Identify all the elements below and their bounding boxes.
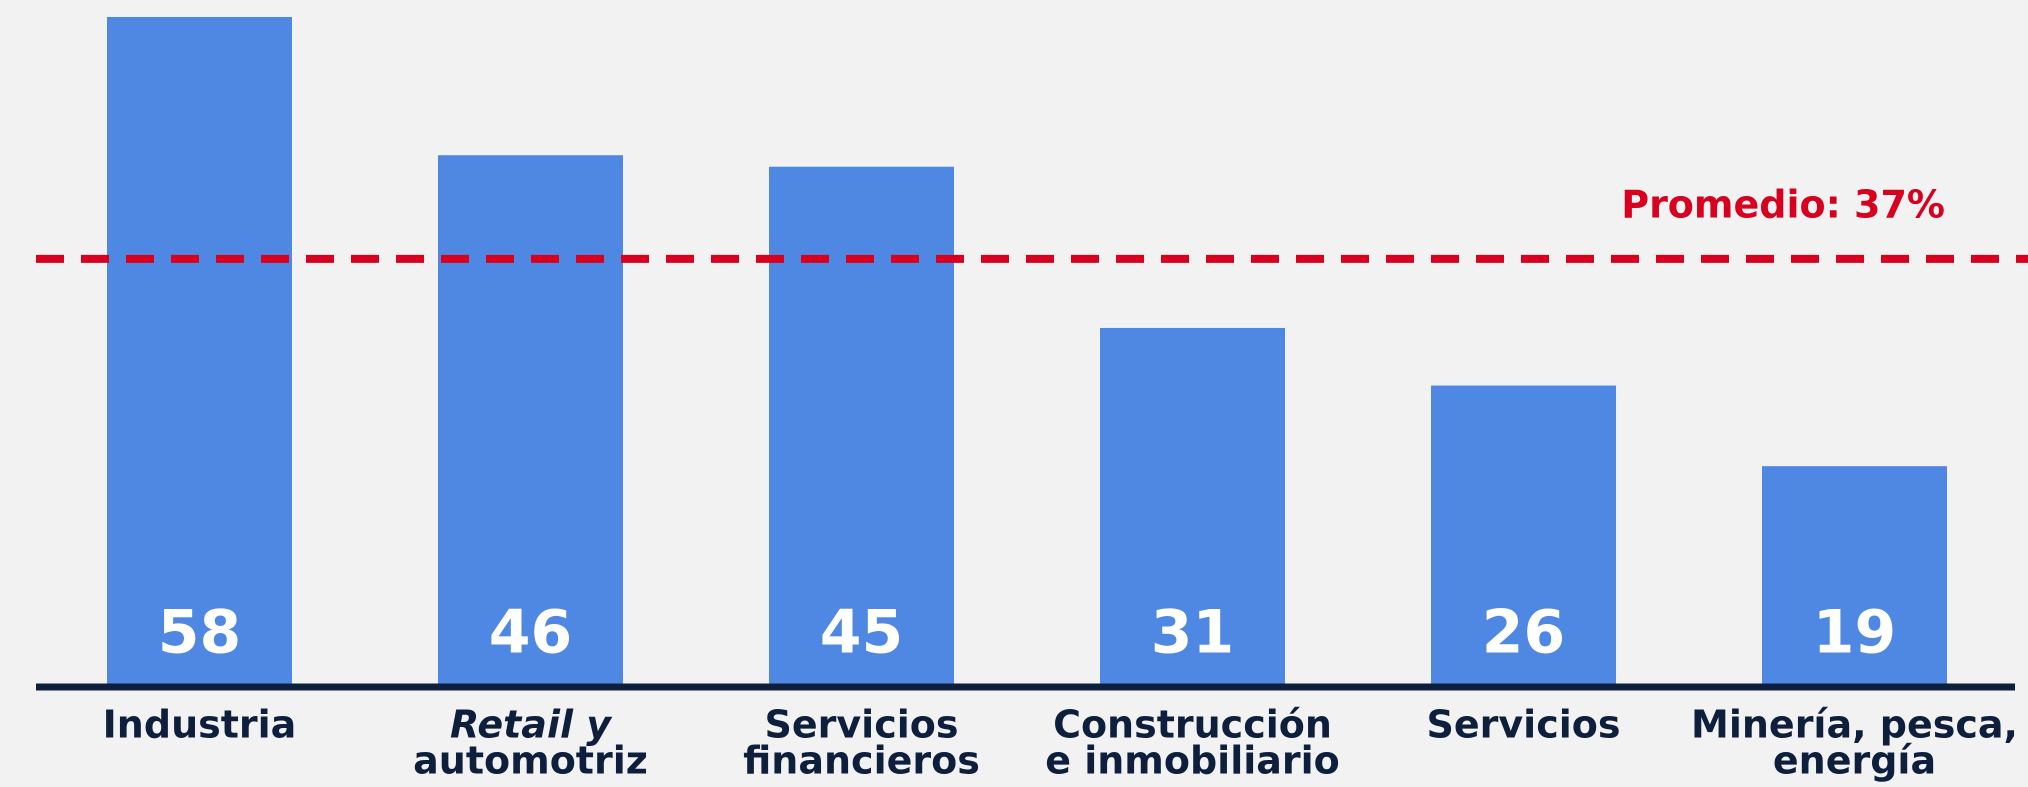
bar	[1762, 466, 1947, 685]
bar	[769, 166, 954, 686]
bar	[107, 17, 292, 685]
x-tick-label: Minería, pesca,	[1691, 703, 2018, 747]
value-label: 58	[158, 598, 242, 668]
bar	[438, 155, 623, 685]
x-tick-label: Industria	[103, 703, 297, 747]
x-tick-label: Servicios	[1427, 703, 1621, 747]
value-label: 26	[1482, 598, 1566, 668]
value-label: 19	[1813, 598, 1897, 668]
x-tick-label: e inmobiliario	[1045, 739, 1340, 783]
x-tick-label: Retail y	[450, 703, 613, 747]
value-label: 31	[1151, 598, 1235, 668]
bar	[1431, 385, 1616, 685]
x-tick-label: Servicios	[765, 703, 959, 747]
bar	[1100, 327, 1285, 685]
value-label: 46	[489, 598, 573, 668]
x-tick-label: energía	[1773, 739, 1936, 783]
value-label: 45	[820, 598, 904, 668]
x-tick-label: financieros	[743, 739, 980, 783]
x-tick-label: Construcción	[1053, 703, 1332, 747]
average-label: Promedio: 37%	[1621, 182, 1945, 226]
x-tick-label: automotriz	[413, 739, 648, 783]
